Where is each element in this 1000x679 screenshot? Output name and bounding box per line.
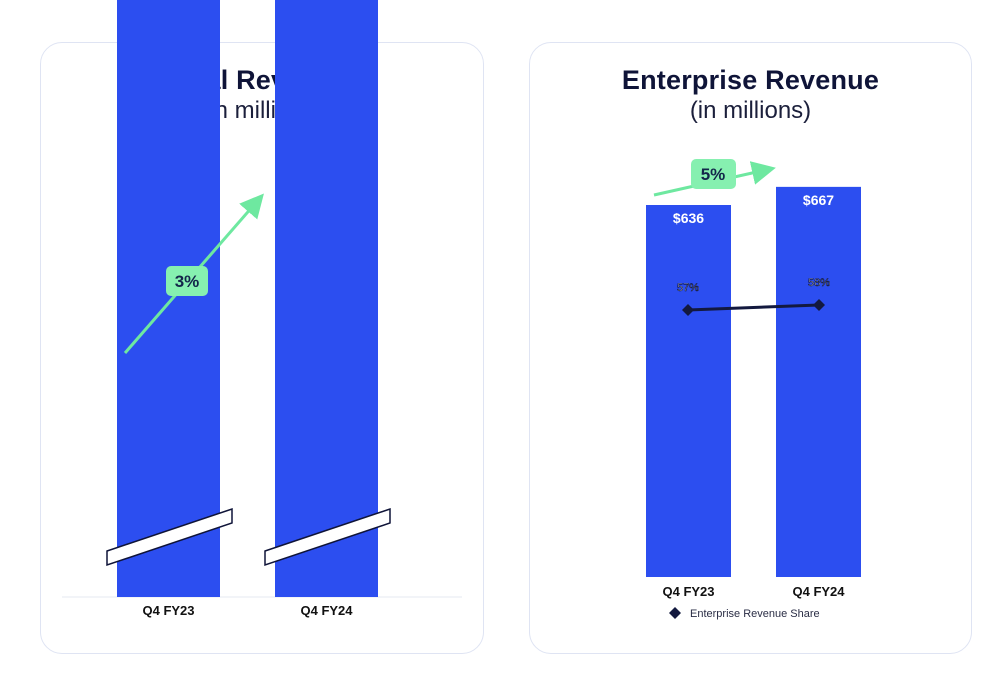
growth-badge-label: 5% <box>701 165 726 184</box>
legend-diamond-icon <box>669 607 681 619</box>
share-data-label: 57% <box>677 282 699 294</box>
growth-badge-label: 3% <box>175 272 200 291</box>
bar <box>117 0 220 597</box>
enterprise-revenue-title: Enterprise Revenue <box>621 65 880 95</box>
growth-badge <box>166 266 208 296</box>
share-point-marker <box>682 304 694 316</box>
share-data-label: 58% <box>808 277 830 289</box>
x-tick-label: Q4 FY23 <box>142 603 194 618</box>
growth-badge <box>691 159 736 189</box>
x-tick-label: Q4 FY23 <box>662 584 714 599</box>
enterprise-revenue-card: Enterprise Revenue (in millions) <box>529 42 972 654</box>
x-tick-label: Q4 FY24 <box>792 584 845 599</box>
bar <box>275 0 378 597</box>
bar-value-label: $667 <box>803 192 834 208</box>
bar <box>646 205 731 577</box>
axis-break-mark <box>264 507 391 567</box>
enterprise-revenue-subtitle: (in millions) <box>689 97 812 124</box>
legend-label: Enterprise Revenue Share <box>690 608 820 620</box>
share-point-marker <box>813 299 825 311</box>
bar-value-label: $636 <box>673 210 704 226</box>
share-line <box>687 303 820 312</box>
bar <box>776 186 861 577</box>
x-tick-label: Q4 FY24 <box>300 603 353 618</box>
axis-break-mark <box>106 507 233 567</box>
